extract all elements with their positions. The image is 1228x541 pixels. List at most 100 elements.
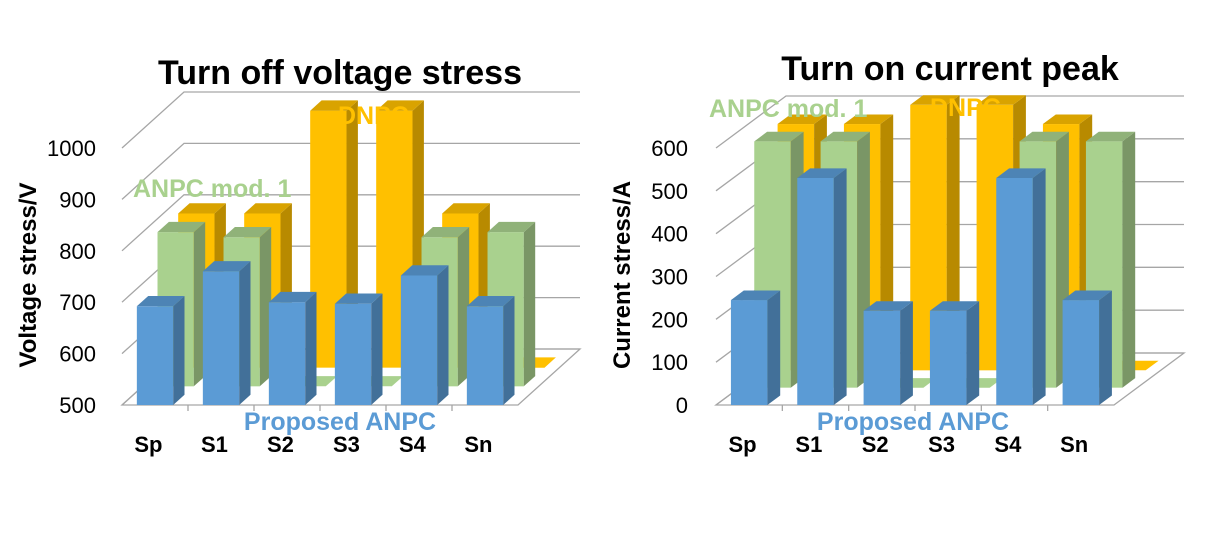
bar-front <box>202 271 240 405</box>
y-tick-label: 200 <box>651 307 688 332</box>
bar-top <box>1062 290 1112 301</box>
bar-proposed-anpc-s1 <box>797 168 847 405</box>
bar-proposed-anpc-s4 <box>996 168 1046 405</box>
current-peak-chart: 0 100 200 300 400 500 600 Sp S1 S2 S3 S4 Sn Turn on c… <box>609 50 1186 457</box>
x-category-label: Sn <box>1060 432 1088 457</box>
bar-top <box>996 168 1046 178</box>
bar-proposed-anpc-s2 <box>268 291 317 405</box>
bar-top <box>487 221 536 233</box>
x-category-label: Sn <box>464 432 492 457</box>
bar-top <box>843 114 894 124</box>
bar-proposed-anpc-s3 <box>929 301 980 405</box>
bar-front <box>268 302 306 405</box>
gridline <box>121 194 580 252</box>
x-category-label: S4 <box>994 432 1022 457</box>
bar-side <box>1122 131 1136 388</box>
bar-top <box>1085 131 1136 142</box>
bar-side <box>966 301 980 405</box>
bar-side <box>173 296 185 405</box>
bar-side <box>305 291 317 405</box>
bar-top <box>1019 131 1069 142</box>
bar-top <box>400 265 449 276</box>
bar-side <box>833 168 847 405</box>
bar-top <box>421 227 470 238</box>
y-tick-label: 400 <box>651 222 688 247</box>
bar-top <box>1042 114 1093 124</box>
bar-top <box>268 291 317 303</box>
bar-top <box>310 100 358 111</box>
bar-side <box>193 221 206 387</box>
bar-top <box>910 95 960 105</box>
gridline <box>121 91 580 149</box>
bar-front <box>1062 300 1100 405</box>
bar-top <box>244 203 292 214</box>
series-label: DNPC <box>930 94 1001 122</box>
bar-side <box>900 301 913 405</box>
y-tick-label: 1000 <box>47 136 96 161</box>
x-category-label: S2 <box>862 432 889 457</box>
bar-front <box>797 177 834 405</box>
bar-proposed-anpc-sp <box>136 296 185 405</box>
bar-proposed-anpc-sn <box>1062 290 1112 405</box>
gridline <box>715 95 1184 149</box>
bar-top <box>929 301 980 311</box>
x-category-label: S3 <box>333 432 360 457</box>
y-tick-label: 500 <box>651 179 688 204</box>
bar-front <box>996 177 1033 405</box>
bar-side <box>1099 290 1112 405</box>
bar-front <box>334 303 372 405</box>
y-axis-label: Current stress/A <box>609 181 636 369</box>
gridline <box>121 142 580 200</box>
x-category-label: S2 <box>267 432 294 457</box>
bar-top <box>157 221 206 233</box>
series-label: DNPC <box>338 102 409 130</box>
bar-top <box>820 131 870 142</box>
bar-top <box>730 290 781 301</box>
y-tick-label: 800 <box>59 239 96 264</box>
bar-front <box>929 310 967 405</box>
bar-side <box>1032 168 1046 405</box>
bar-top <box>136 296 185 307</box>
bar-side <box>767 290 781 405</box>
voltage-stress-chart: 500 600 700 800 900 1000 Sp S1 S2 S3 S4 Sn Turn off … <box>15 54 582 457</box>
bar-side <box>503 296 515 405</box>
y-tick-label: 100 <box>651 350 688 375</box>
chart-title: Turn off voltage stress <box>158 54 522 92</box>
y-tick-label: 300 <box>651 265 688 290</box>
bar-proposed-anpc-s3 <box>334 293 383 405</box>
series-label: Proposed ANPC <box>244 408 436 436</box>
bar-front <box>863 310 901 405</box>
bar-top <box>754 131 804 142</box>
x-category-label: S1 <box>201 432 228 457</box>
bar-top <box>863 301 913 311</box>
bar-side <box>239 261 251 405</box>
y-axis-label: Voltage stress/V <box>15 183 42 368</box>
bar-proposed-anpc-s4 <box>400 265 449 405</box>
bar-top <box>442 203 490 214</box>
bar-top <box>202 261 251 272</box>
bar-proposed-anpc-s2 <box>863 301 913 405</box>
series-label: ANPC mod. 1 <box>133 175 291 203</box>
bar-side <box>371 293 383 405</box>
x-category-label: S1 <box>795 432 822 457</box>
chart-title: Turn on current peak <box>781 50 1119 88</box>
bar-proposed-anpc-sn <box>466 296 515 405</box>
bar-side <box>523 221 536 387</box>
bar-top <box>334 293 383 304</box>
bar-proposed-anpc-sp <box>730 290 781 405</box>
x-category-label: Sp <box>728 432 756 457</box>
x-category-label: Sp <box>134 432 162 457</box>
bar-front <box>400 275 438 405</box>
y-tick-label: 900 <box>59 187 96 212</box>
bar-top <box>376 100 424 111</box>
x-category-label: S4 <box>399 432 427 457</box>
bar-top <box>976 95 1026 105</box>
series-label: ANPC mod. 1 <box>709 95 867 123</box>
y-tick-label: 0 <box>676 393 688 418</box>
bar-proposed-anpc-s1 <box>202 261 251 405</box>
x-category-label: S3 <box>928 432 955 457</box>
y-tick-label: 700 <box>59 290 96 315</box>
series-label: Proposed ANPC <box>817 408 1009 436</box>
bar-side <box>259 227 272 387</box>
